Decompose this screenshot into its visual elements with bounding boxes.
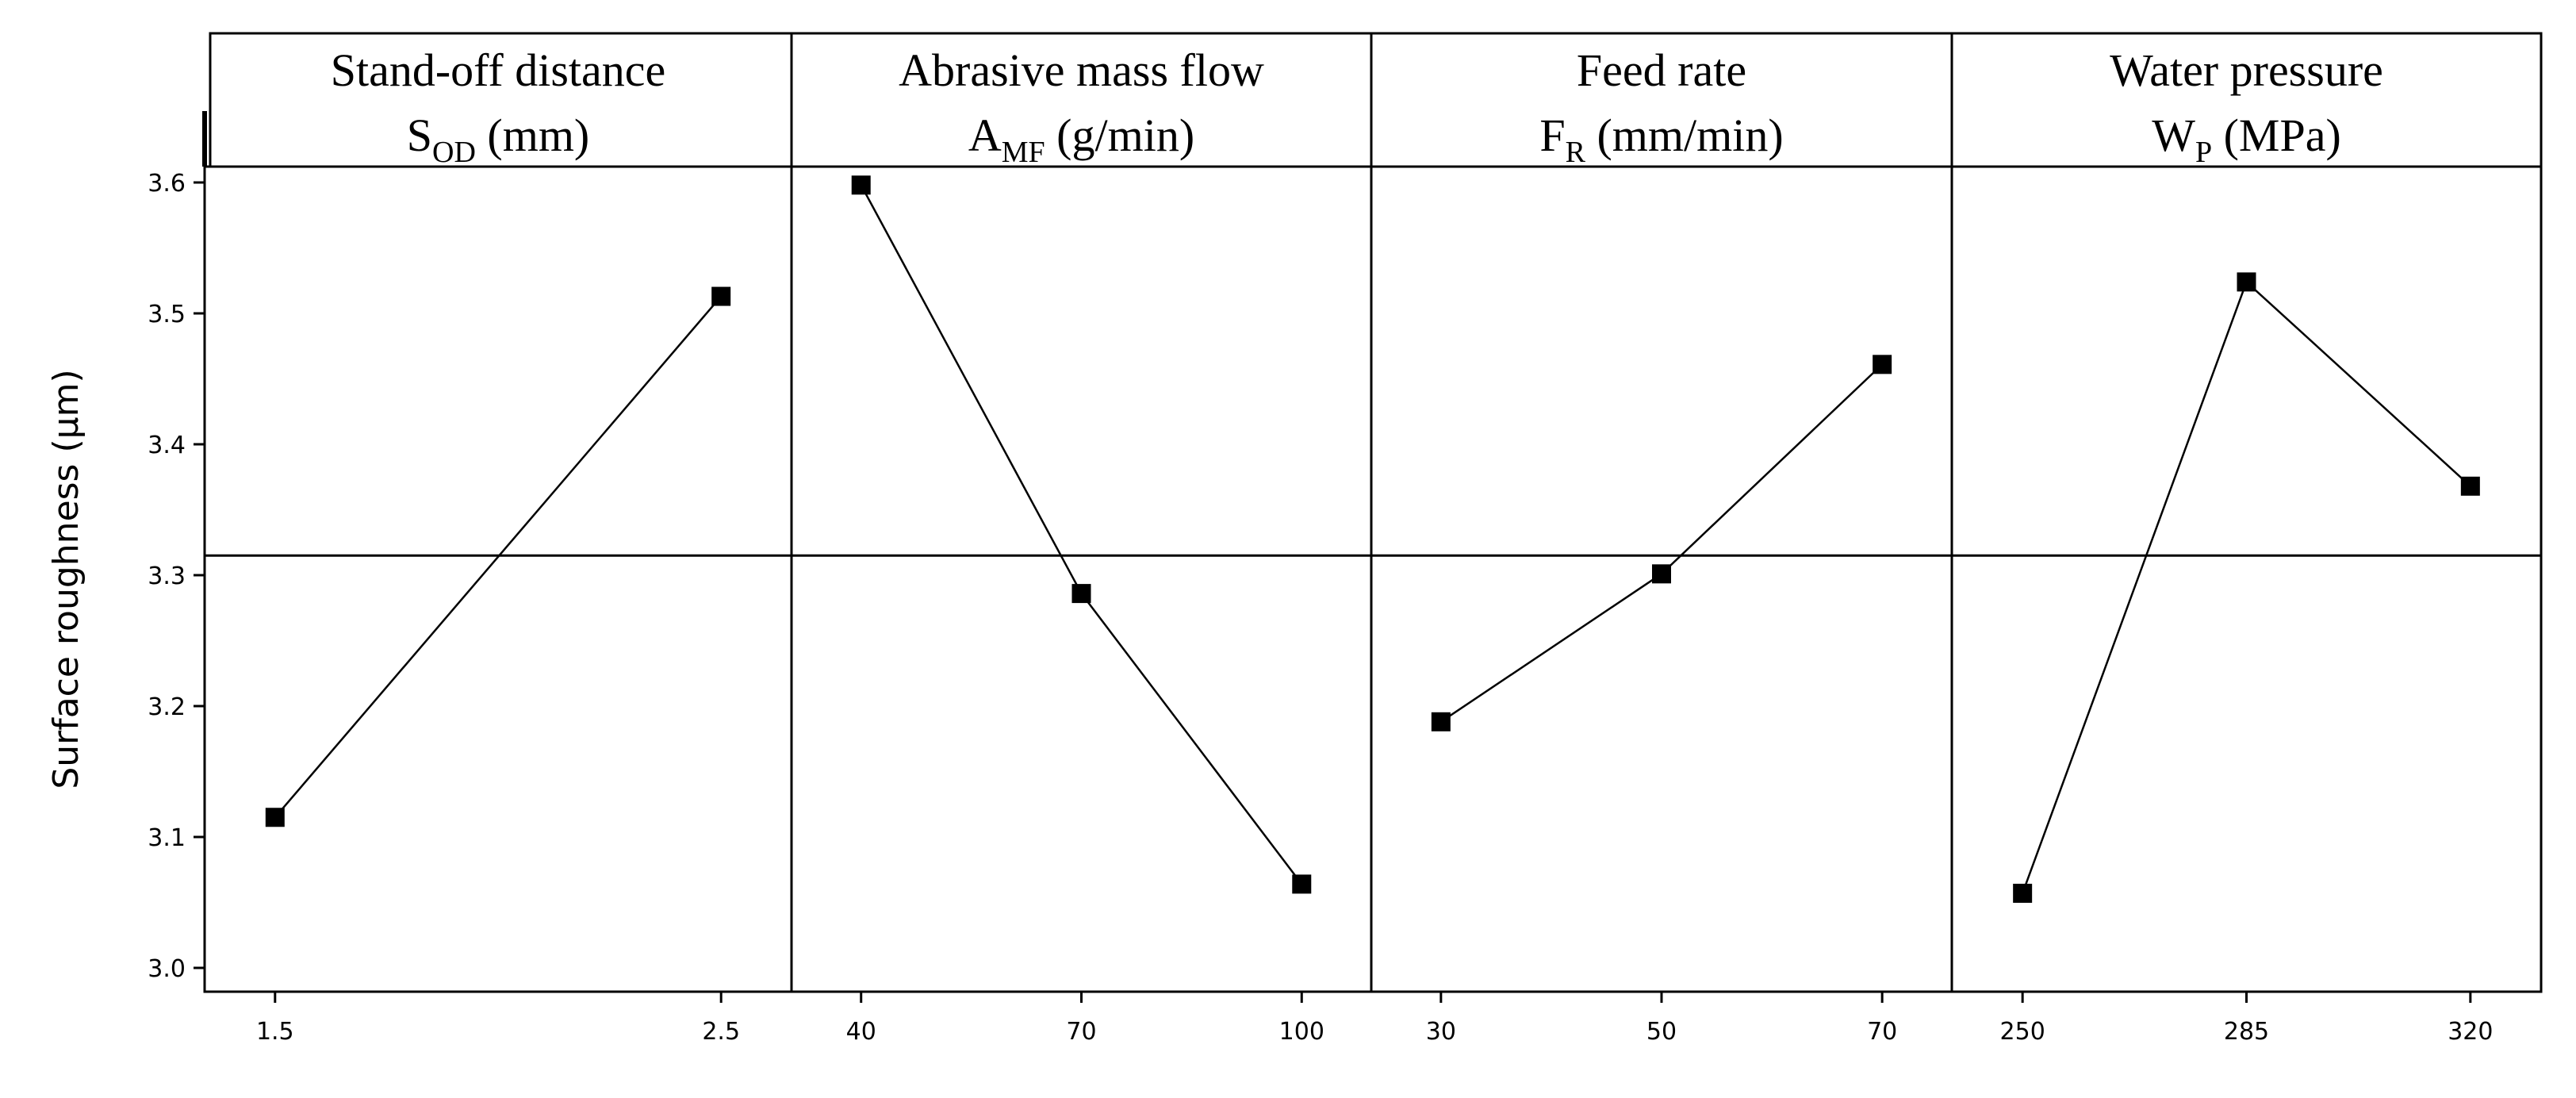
y-tick-label: 3.6 <box>148 170 186 198</box>
y-tick-label: 3.5 <box>148 301 186 328</box>
panel-1: Stand-off distance SOD (mm) 1.5 2.5 <box>256 44 740 1046</box>
header-unit: (mm) <box>476 109 589 161</box>
panel-header-symbol: FR (mm/min) <box>1539 109 1783 169</box>
y-axis: 3.0 3.1 3.2 3.3 3.4 3.5 3.6 <box>148 170 205 983</box>
header-unit: (g/min) <box>1045 109 1194 161</box>
factor-panels: Stand-off distance SOD (mm) 1.5 2.5 Abrasive… <box>256 44 2494 1046</box>
x-tick-label: 285 <box>2224 1018 2269 1046</box>
data-point-marker <box>1292 874 1312 894</box>
header-symbol-main: A <box>968 109 1002 161</box>
data-point-marker <box>1873 355 1892 374</box>
series-line <box>274 295 723 819</box>
data-point-marker <box>2013 883 2033 903</box>
panel-header-symbol: WP (MPa) <box>2152 109 2341 169</box>
header-symbol-main: S <box>407 109 432 161</box>
data-point-marker <box>1071 584 1091 604</box>
y-axis-title: Surface roughness (µm) <box>46 369 86 789</box>
data-point-marker <box>851 175 871 195</box>
x-tick-label: 30 <box>1426 1018 1456 1046</box>
y-tick-label: 3.4 <box>148 432 186 459</box>
header-symbol-main: F <box>1539 109 1565 161</box>
data-point-marker <box>2460 476 2480 496</box>
data-point-marker <box>711 286 731 306</box>
series-line <box>860 184 1303 885</box>
header-symbol-subscript: MF <box>1002 136 1045 169</box>
panel-4: Water pressure WP (MPa) 250 285 320 <box>2000 44 2494 1046</box>
series-line <box>1440 363 1884 723</box>
header-unit: (MPa) <box>2212 109 2341 161</box>
header-unit: (mm/min) <box>1585 109 1784 161</box>
data-point-marker <box>1431 712 1451 731</box>
panel-header-title: Stand-off distance <box>331 44 666 96</box>
x-tick-label: 40 <box>846 1018 876 1046</box>
x-tick-label: 100 <box>1279 1018 1324 1046</box>
y-tick-label: 3.3 <box>148 562 186 590</box>
plot-border <box>203 165 2543 993</box>
header-symbol-subscript: R <box>1566 136 1586 169</box>
plot-frame <box>203 33 2543 993</box>
x-tick-label: 320 <box>2448 1018 2493 1046</box>
data-point-marker <box>265 808 285 827</box>
x-tick-label: 1.5 <box>256 1018 294 1046</box>
panel-header-symbol: AMF (g/min) <box>968 109 1194 169</box>
header-symbol-main: W <box>2152 109 2195 161</box>
panel-header-title: Feed rate <box>1577 44 1746 96</box>
header-symbol-subscript: OD <box>432 136 476 169</box>
y-tick-label: 3.1 <box>148 824 186 852</box>
panel-header-title: Water pressure <box>2110 44 2383 96</box>
header-symbol-subscript: P <box>2195 136 2212 169</box>
y-tick-label: 3.0 <box>148 955 186 983</box>
x-tick-label: 250 <box>2000 1018 2045 1046</box>
data-point-marker <box>1652 564 1671 584</box>
panel-header-symbol: SOD (mm) <box>407 109 590 169</box>
panel-2: Abrasive mass flow AMF (g/min) 40 70 100 <box>846 44 1324 1046</box>
x-tick-label: 70 <box>1066 1018 1096 1046</box>
x-tick-label: 70 <box>1867 1018 1897 1046</box>
x-tick-label: 2.5 <box>702 1018 740 1046</box>
panel-header-title: Abrasive mass flow <box>899 44 1264 96</box>
series-line <box>2021 280 2471 894</box>
y-tick-label: 3.2 <box>148 693 186 721</box>
x-tick-label: 50 <box>1646 1018 1677 1046</box>
data-point-marker <box>2237 272 2256 292</box>
